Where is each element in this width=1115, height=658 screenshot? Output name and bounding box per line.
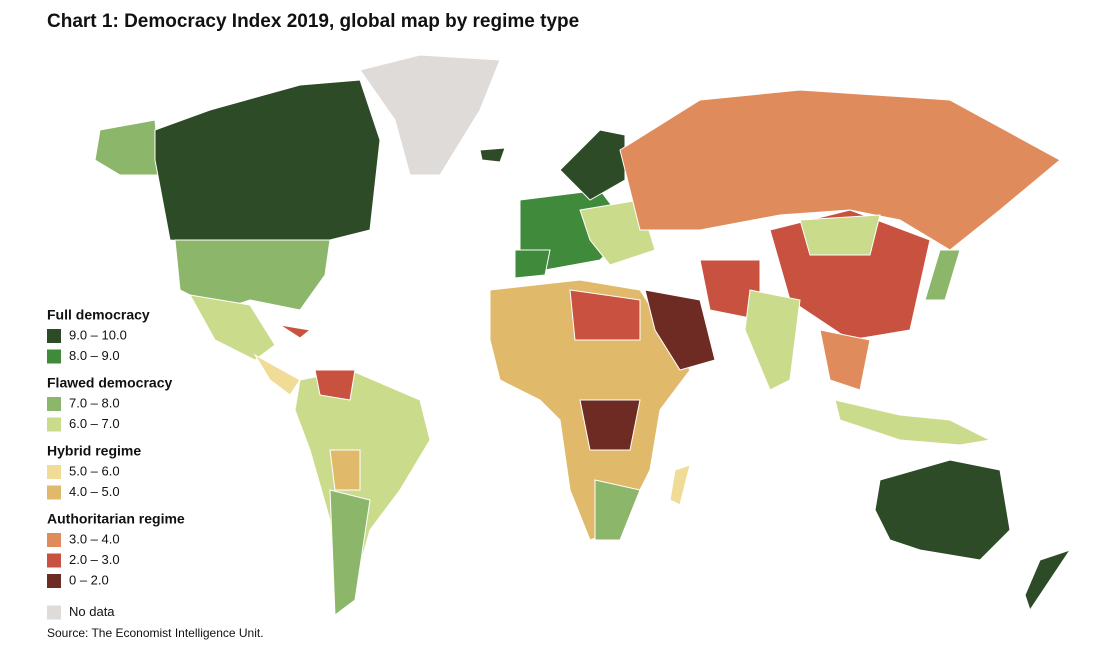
legend-label: 3.0 – 4.0 — [69, 531, 120, 546]
iberia — [514, 249, 551, 279]
legend-label: 2.0 – 3.0 — [69, 552, 120, 567]
india — [744, 289, 801, 391]
legend-swatch — [47, 533, 61, 547]
southern-africa — [594, 479, 641, 541]
scandinavia — [559, 129, 626, 201]
legend-label: 0 – 2.0 — [69, 572, 109, 587]
legend-group: Full democracy — [47, 307, 150, 323]
bolivia — [329, 449, 361, 491]
legend-swatch — [47, 485, 61, 500]
legend-group: Flawed democracy — [47, 375, 172, 391]
legend-swatch — [47, 417, 61, 432]
world-map — [94, 54, 1072, 617]
madagascar — [669, 464, 691, 506]
arabia — [644, 289, 716, 371]
legend: Full democracy 9.0 – 10.0 8.0 – 9.0 Flawed … — [47, 307, 185, 620]
iceland — [479, 147, 506, 163]
title: Chart 1: Democracy Index 2019, global ma… — [47, 11, 579, 32]
legend-group: Hybrid regime — [47, 443, 141, 459]
legend-label: 5.0 – 6.0 — [69, 463, 120, 478]
central-america — [253, 353, 301, 396]
legend-swatch — [47, 605, 61, 620]
legend-label: 7.0 – 8.0 — [69, 395, 120, 410]
argentina-chile — [329, 489, 371, 616]
source: Source: The Economist Intelligence Unit. — [47, 626, 264, 640]
new-zealand — [1024, 549, 1072, 612]
greenland — [359, 54, 501, 176]
legend-label: 4.0 – 5.0 — [69, 484, 120, 499]
legend-label: 6.0 – 7.0 — [69, 416, 120, 431]
central-africa — [579, 399, 641, 451]
mongolia — [799, 214, 881, 256]
alaska — [94, 119, 161, 176]
legend-label: 9.0 – 10.0 — [69, 327, 127, 342]
indonesia — [834, 399, 992, 446]
legend-swatch — [47, 574, 61, 588]
canada — [154, 79, 381, 251]
legend-group: Authoritarian regime — [47, 511, 185, 527]
legend-swatch — [47, 349, 61, 364]
legend-swatch — [47, 465, 61, 479]
legend-label: 8.0 – 9.0 — [69, 348, 120, 363]
japan — [924, 249, 961, 301]
australia — [874, 459, 1011, 561]
legend-label: No data — [69, 604, 115, 619]
usa — [174, 239, 331, 311]
legend-swatch — [47, 397, 61, 411]
legend-swatch — [47, 329, 61, 343]
south-america — [294, 369, 431, 617]
venezuela — [314, 369, 356, 401]
southeast-asia — [819, 329, 871, 391]
north-africa — [569, 289, 641, 341]
cuba — [279, 324, 312, 339]
mexico — [189, 294, 276, 361]
legend-swatch — [47, 553, 61, 568]
